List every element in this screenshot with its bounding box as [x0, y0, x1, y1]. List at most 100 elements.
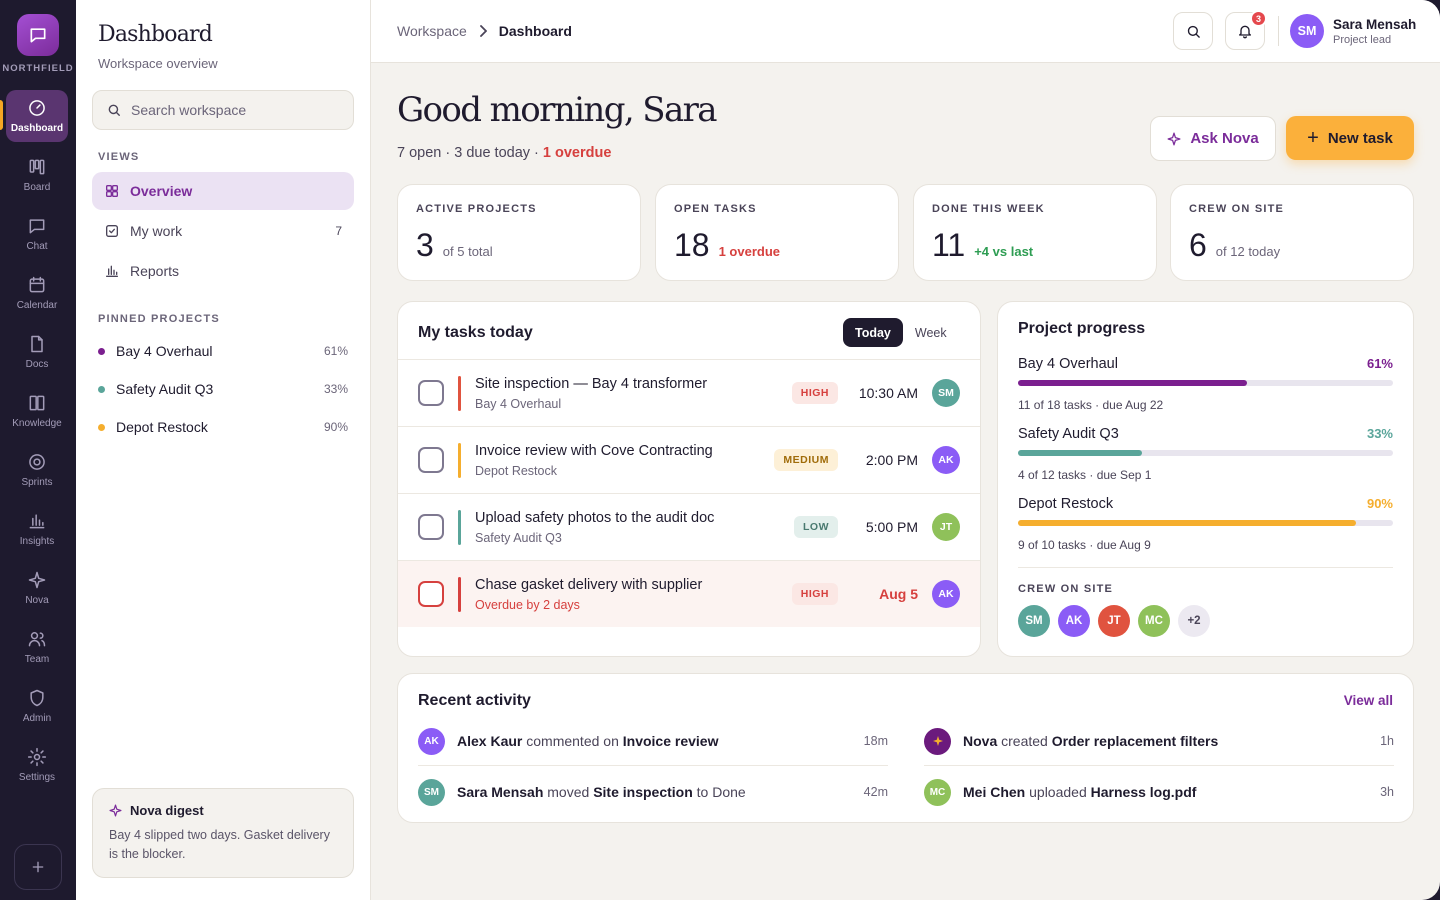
- search-icon: [108, 104, 120, 116]
- rail-item-admin[interactable]: Admin: [6, 680, 68, 732]
- new-task-button[interactable]: + New task: [1286, 116, 1414, 160]
- notifications-button[interactable]: 3: [1225, 10, 1267, 50]
- activity-item[interactable]: AK Alex Kaur commented on Invoice review 1…: [418, 716, 888, 766]
- top-header: Workspace Dashboard 3 SM Sara Mensah Pro…: [371, 0, 1440, 63]
- task-row[interactable]: Site inspection — Bay 4 transformer Bay 4…: [398, 359, 980, 426]
- rail-item-insights[interactable]: Insights: [6, 503, 68, 555]
- summary-overdue[interactable]: 1 overdue: [542, 145, 612, 161]
- priority-badge: MEDIUM: [774, 449, 838, 471]
- toggle-week[interactable]: Week: [914, 325, 947, 340]
- crew-avatar[interactable]: AK: [1058, 605, 1090, 637]
- task-project: Bay 4 Overhaul: [475, 397, 562, 411]
- ask-nova-button[interactable]: Ask Nova: [1150, 116, 1276, 161]
- ask-nova-label: Ask Nova: [1190, 130, 1259, 147]
- rail-item-sprints[interactable]: Sprints: [6, 444, 68, 496]
- secondary-sidebar: Dashboard Workspace overview VIEWS Overv…: [76, 0, 371, 900]
- rail-item-label: Admin: [22, 713, 52, 724]
- nova-avatar: [924, 727, 951, 755]
- target-icon: [29, 454, 45, 470]
- rail-item-label: Docs: [25, 359, 49, 370]
- pinned-project[interactable]: Bay 4 Overhaul 61%: [98, 343, 348, 359]
- stat-value-row: 11 +4 vs last: [932, 227, 1033, 264]
- user-menu[interactable]: SM Sara Mensah Project lead: [1290, 14, 1416, 48]
- priority-badge: LOW: [794, 516, 838, 538]
- crew-avatar[interactable]: MC: [1138, 605, 1170, 637]
- activity-item[interactable]: Nova created Order replacement filters 1h: [924, 716, 1394, 766]
- task-row[interactable]: Chase gasket delivery with supplier Overd…: [398, 560, 980, 627]
- crew-avatar[interactable]: JT: [1098, 605, 1130, 637]
- plus-icon: +: [1307, 126, 1319, 149]
- activity-text: Alex Kaur commented on Invoice review: [457, 733, 718, 749]
- bar-chart-icon: [106, 265, 118, 277]
- breadcrumb-workspace[interactable]: Workspace: [397, 23, 467, 39]
- activity-object[interactable]: Site inspection: [593, 784, 693, 800]
- more-crew-count[interactable]: +2: [1178, 605, 1210, 637]
- project-meta: 9 of 10 tasks · due Aug 9: [1018, 538, 1151, 552]
- rail-item-settings[interactable]: Settings: [6, 739, 68, 791]
- divider: [418, 765, 888, 766]
- search-input[interactable]: [131, 102, 341, 118]
- stat-value-row: 6 of 12 today: [1189, 227, 1280, 264]
- rail-item-board[interactable]: Board: [6, 149, 68, 201]
- task-checkbox[interactable]: [418, 447, 444, 473]
- activity-object[interactable]: Order replacement filters: [1051, 733, 1219, 749]
- rail-item-label: Insights: [19, 536, 55, 547]
- rail-item-docs[interactable]: Docs: [6, 326, 68, 378]
- view-overview[interactable]: Overview: [92, 172, 354, 210]
- project-progress-item[interactable]: Bay 4 Overhaul 61% 11 of 18 tasks · due Au…: [1018, 356, 1393, 412]
- rail-item-team[interactable]: Team: [6, 621, 68, 673]
- sidebar-title: Dashboard: [98, 22, 213, 47]
- project-name: Safety Audit Q3: [1018, 426, 1119, 442]
- toggle-today[interactable]: Today: [843, 318, 903, 347]
- rail-item-label: Nova: [25, 595, 49, 606]
- project-name: Depot Restock: [1018, 496, 1114, 512]
- task-priority-bar: [458, 376, 461, 411]
- activity-item[interactable]: SM Sara Mensah moved Site inspection to D…: [418, 767, 888, 817]
- rail-item-knowledge[interactable]: Knowledge: [6, 385, 68, 437]
- search-box[interactable]: [92, 90, 354, 130]
- pinned-project[interactable]: Depot Restock 90%: [98, 419, 348, 435]
- activity-item[interactable]: MC Mei Chen uploaded Harness log.pdf 3h: [924, 767, 1394, 817]
- task-row[interactable]: Upload safety photos to the audit doc Saf…: [398, 493, 980, 560]
- project-progress-item[interactable]: Depot Restock 90% 9 of 10 tasks · due Aug …: [1018, 496, 1393, 552]
- project-progress-card: Project progress Bay 4 Overhaul 61% 11 of …: [997, 301, 1414, 657]
- task-time: 5:00 PM: [865, 519, 918, 535]
- task-row[interactable]: Invoice review with Cove Contracting Depo…: [398, 426, 980, 493]
- progress-title: Project progress: [1018, 320, 1146, 337]
- crew-avatars: SM AK JT MC +2: [1018, 605, 1218, 637]
- rail-item-chat[interactable]: Chat: [6, 208, 68, 260]
- project-color-dot: [98, 347, 105, 355]
- tasks-range-toggle: Today Week: [843, 318, 959, 347]
- project-progress-item[interactable]: Safety Audit Q3 33% 4 of 12 tasks · due Se…: [1018, 426, 1393, 482]
- stat-value: 3: [416, 227, 434, 263]
- rail-item-dashboard[interactable]: Dashboard: [6, 90, 68, 142]
- nova-digest-card[interactable]: Nova digest Bay 4 slipped two days. Gask…: [92, 788, 354, 878]
- activity-actor: Alex Kaur: [457, 733, 523, 749]
- add-space-button[interactable]: [14, 844, 62, 890]
- pinned-project-name: Safety Audit Q3: [116, 381, 214, 397]
- view-label: Reports: [130, 263, 180, 279]
- progress-bar: [1018, 520, 1393, 526]
- bar-chart-icon: [29, 514, 45, 529]
- task-checkbox[interactable]: [418, 380, 444, 406]
- task-checkbox[interactable]: [418, 581, 444, 607]
- rail-item-calendar[interactable]: Calendar: [6, 267, 68, 319]
- rail-item-nova[interactable]: Nova: [6, 562, 68, 614]
- activity-object[interactable]: Invoice review: [622, 733, 719, 749]
- view-all-link[interactable]: View all: [1343, 693, 1393, 708]
- actor-avatar: SM: [418, 778, 445, 806]
- activity-object[interactable]: Harness log.pdf: [1090, 784, 1197, 800]
- task-checkbox[interactable]: [418, 514, 444, 540]
- pinned-project[interactable]: Safety Audit Q3 33%: [98, 381, 348, 397]
- search-button[interactable]: [1173, 12, 1213, 50]
- view-reports[interactable]: Reports: [92, 252, 354, 290]
- view-my-work[interactable]: My work 7: [92, 212, 354, 250]
- activity-text: Nova created Order replacement filters: [963, 733, 1218, 749]
- project-color-dot: [98, 423, 105, 431]
- activity-time: 18m: [863, 734, 888, 748]
- stat-label: ACTIVE PROJECTS: [416, 203, 537, 215]
- app-logo[interactable]: [17, 14, 59, 56]
- pinned-projects-label: PINNED PROJECTS: [98, 313, 220, 325]
- crew-avatar[interactable]: SM: [1018, 605, 1050, 637]
- project-meta: 11 of 18 tasks · due Aug 22: [1018, 398, 1164, 412]
